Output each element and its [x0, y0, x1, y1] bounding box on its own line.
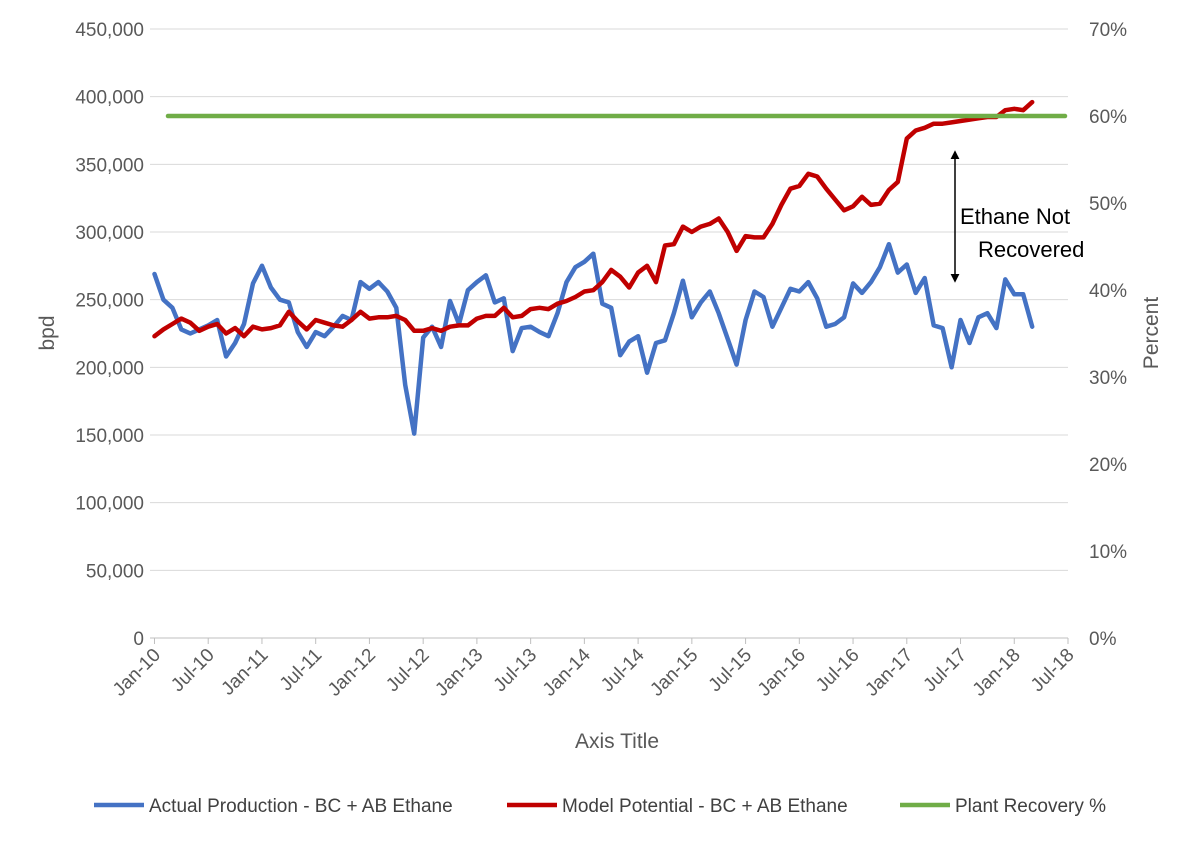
- y-axis-ticks: 0 50,000 100,000 150,000 200,000 250,000 300,0…: [75, 20, 144, 650]
- legend-entry: Actual Production - BC + AB Ethane: [94, 796, 453, 817]
- y2-tick-label: 0%: [1089, 629, 1117, 650]
- y-tick-label: 0: [133, 629, 144, 650]
- y-axis-label: bpd: [36, 315, 59, 350]
- y-tick-label: 150,000: [75, 426, 144, 447]
- annotation-text-line1: Ethane Not: [960, 204, 1070, 229]
- series-line-1: [152, 99, 1035, 339]
- y2-tick-label: 20%: [1089, 455, 1127, 476]
- y-tick-label: 400,000: [75, 88, 144, 109]
- y2-tick-label: 10%: [1089, 542, 1127, 563]
- y-tick-label: 450,000: [75, 20, 144, 41]
- legend-entry: Plant Recovery %: [900, 796, 1106, 817]
- y-tick-label: 300,000: [75, 223, 144, 244]
- legend: Actual Production - BC + AB Ethane Model …: [94, 796, 1106, 817]
- legend-entry: Model Potential - BC + AB Ethane: [507, 796, 848, 817]
- annotation-text-line2: Recovered: [978, 237, 1084, 262]
- y-tick-label: 250,000: [75, 291, 144, 312]
- series-lines: [152, 99, 1068, 436]
- legend-label: Model Potential - BC + AB Ethane: [562, 796, 848, 817]
- y-tick-label: 350,000: [75, 155, 144, 176]
- y2-tick-label: 30%: [1089, 368, 1127, 389]
- y2-tick-label: 50%: [1089, 194, 1127, 215]
- y2-tick-label: 60%: [1089, 107, 1127, 128]
- series-line-0: [152, 241, 1035, 436]
- x-axis-label: Axis Title: [575, 730, 659, 753]
- y2-tick-label: 70%: [1089, 20, 1127, 41]
- y-tick-label: 200,000: [75, 358, 144, 379]
- legend-label: Actual Production - BC + AB Ethane: [149, 796, 453, 817]
- y2-axis-label: Percent: [1140, 297, 1163, 370]
- y2-tick-label: 40%: [1089, 281, 1127, 302]
- legend-label: Plant Recovery %: [955, 796, 1106, 817]
- annotation: Ethane Not Recovered: [950, 150, 1084, 283]
- gridlines: [150, 28, 1068, 571]
- y-tick-label: 100,000: [75, 494, 144, 515]
- y2-axis-ticks: 0% 10% 20% 30% 40% 50% 60% 70%: [1089, 20, 1127, 650]
- y-tick-label: 50,000: [86, 561, 144, 582]
